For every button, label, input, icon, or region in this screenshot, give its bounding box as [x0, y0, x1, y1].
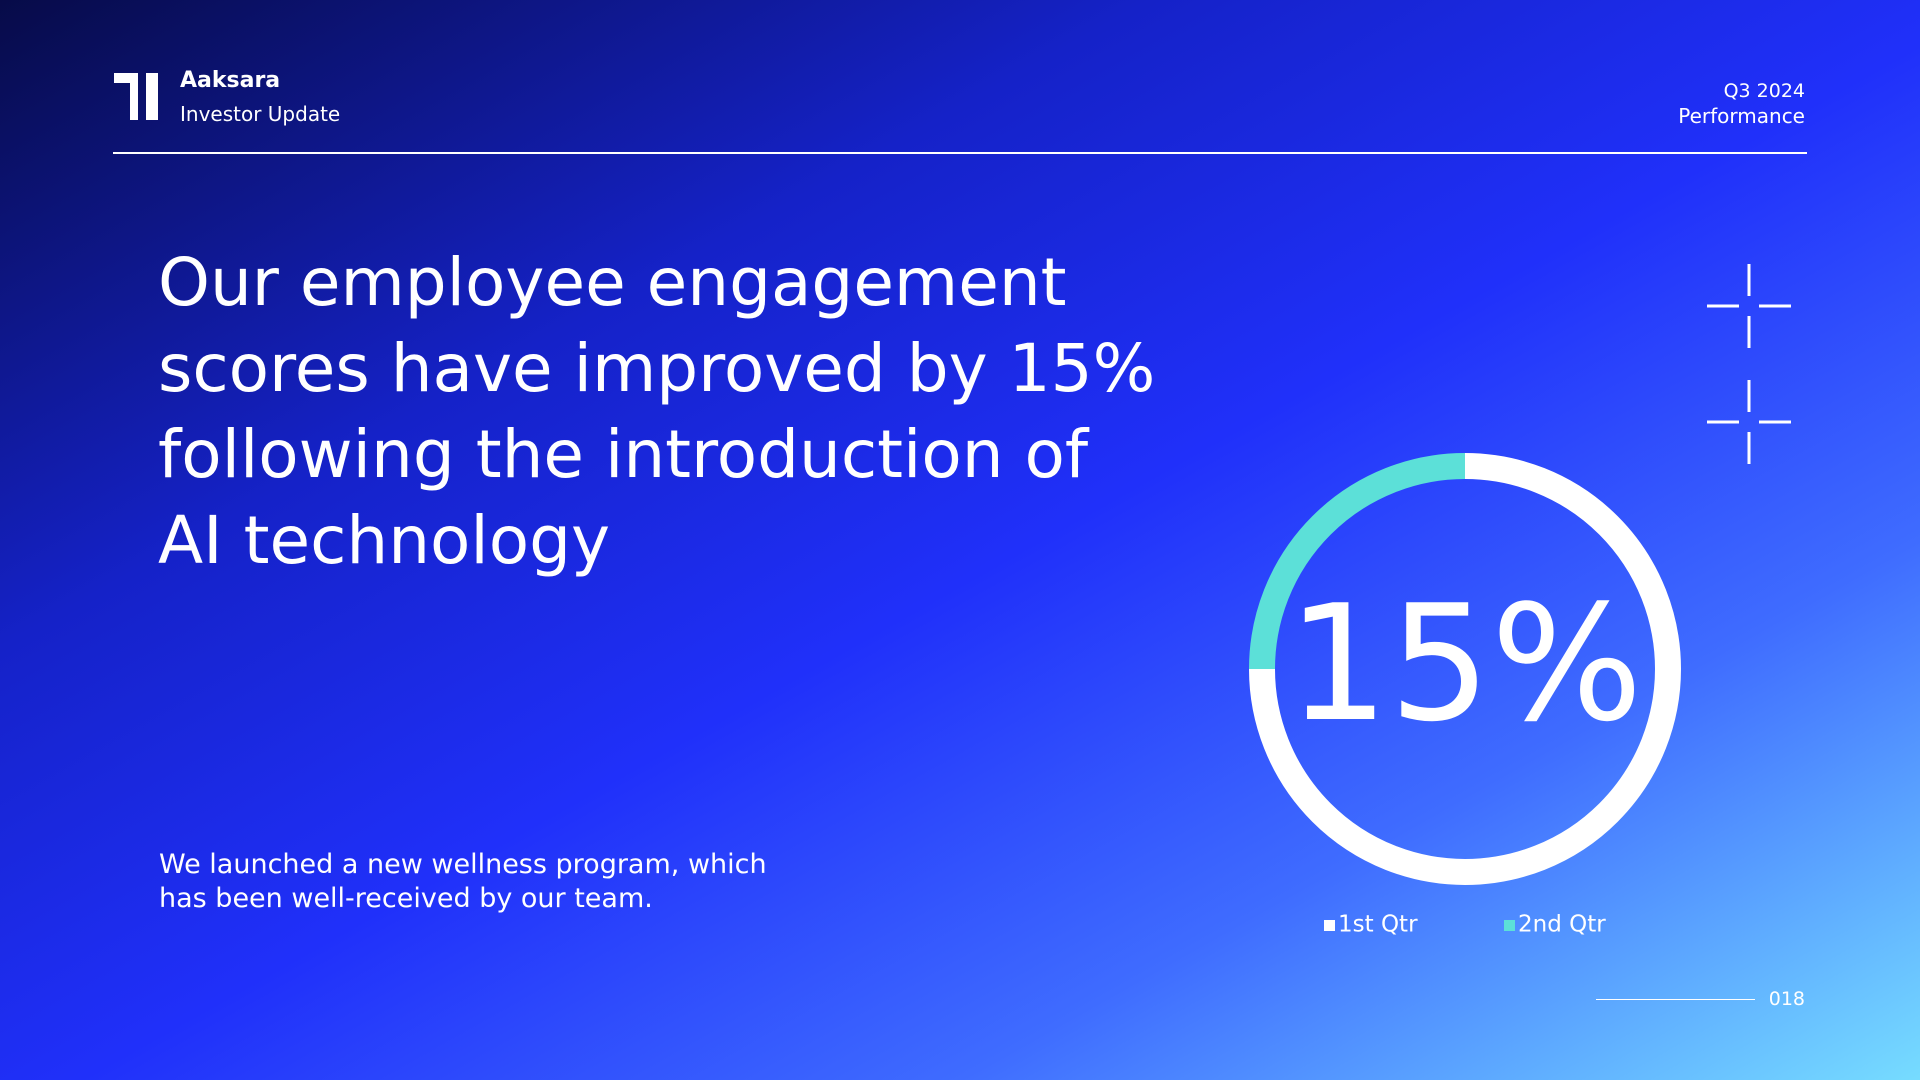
logo-left — [114, 73, 138, 120]
headline-line: AI technology — [158, 502, 611, 579]
body-line: We launched a new wellness program, whic… — [159, 849, 767, 880]
brand-subtitle: Investor Update — [180, 102, 341, 126]
crosshair-icon — [1707, 264, 1791, 348]
period: Q3 2024 — [1723, 80, 1805, 102]
headline-line: Our employee engagement — [158, 244, 1067, 321]
header-rule — [113, 152, 1807, 154]
logo-right — [146, 73, 158, 120]
center-label: 15% — [1287, 570, 1643, 757]
headline-line: scores have improved by 15% — [158, 330, 1156, 407]
donut-segment — [1249, 453, 1681, 885]
body-line: has been well-received by our team. — [159, 883, 653, 914]
footer-rule — [1596, 999, 1755, 1000]
legend-label: 1st Qtr — [1338, 912, 1418, 938]
legend-swatch — [1504, 920, 1515, 931]
legend-swatch — [1324, 920, 1335, 931]
logo — [114, 73, 158, 120]
headline-line: following the introduction of — [158, 416, 1089, 493]
section: Performance — [1678, 104, 1805, 128]
page-number: 018 — [1768, 988, 1805, 1010]
crosshair-icon — [1707, 380, 1791, 464]
donut-segment — [1249, 453, 1466, 670]
brand: Aaksara — [180, 68, 281, 93]
legend-label: 2nd Qtr — [1518, 912, 1606, 938]
